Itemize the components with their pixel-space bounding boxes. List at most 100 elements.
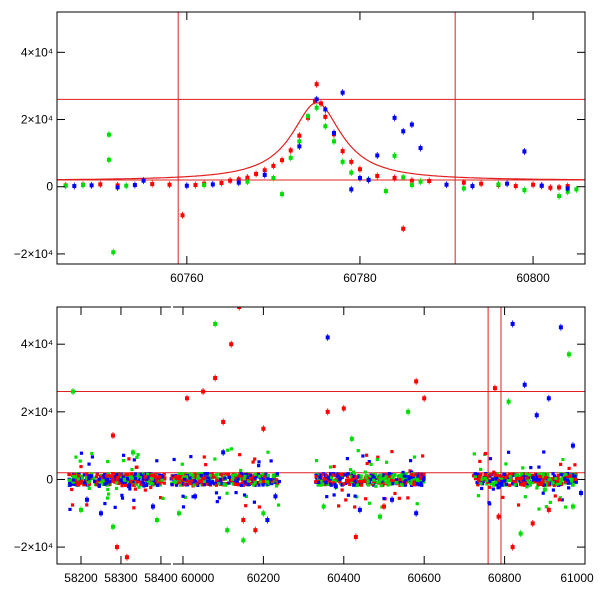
cluster-point — [269, 478, 273, 482]
cluster-point — [543, 476, 548, 480]
cluster-point — [138, 472, 143, 476]
cluster-point — [67, 478, 71, 482]
cluster-point — [203, 476, 207, 480]
cluster-point — [535, 477, 539, 481]
cluster-point — [150, 477, 154, 481]
data-point — [265, 518, 270, 523]
cluster-point — [382, 474, 386, 479]
cluster-point — [381, 477, 385, 481]
data-point — [522, 382, 527, 387]
cluster-point — [400, 481, 404, 485]
cluster-point — [202, 483, 206, 487]
cluster-point — [516, 503, 521, 507]
cluster-point — [374, 484, 378, 488]
cluster-point — [483, 451, 488, 456]
data-point — [461, 186, 466, 191]
cluster-point — [355, 483, 360, 487]
cluster-point — [332, 493, 336, 497]
data-point — [539, 183, 544, 188]
cluster-point — [73, 473, 77, 477]
cluster-point — [127, 480, 131, 484]
cluster-point — [222, 474, 226, 478]
cluster-point — [369, 462, 373, 466]
cluster-point — [181, 476, 185, 480]
cluster-point — [375, 480, 379, 484]
cluster-point — [473, 472, 478, 476]
cluster-point — [321, 483, 325, 487]
data-point — [381, 504, 386, 509]
cluster-point — [404, 472, 408, 476]
cluster-point — [314, 475, 318, 479]
data-point — [210, 182, 215, 187]
cluster-point — [497, 485, 501, 489]
cluster-point — [491, 487, 495, 491]
data-point — [406, 409, 411, 414]
data-point — [375, 153, 380, 158]
cluster-point — [242, 493, 247, 497]
data-point — [570, 443, 575, 448]
cluster-point — [347, 480, 351, 485]
cluster-point — [350, 478, 354, 482]
cluster-point — [562, 474, 566, 478]
cluster-point — [136, 453, 140, 457]
cluster-point — [517, 479, 521, 483]
cluster-point — [248, 473, 253, 477]
cluster-point — [73, 482, 77, 487]
data-point — [392, 153, 397, 158]
data-point — [574, 187, 579, 192]
cluster-point — [494, 480, 498, 484]
cluster-point — [241, 475, 245, 479]
cluster-point — [162, 481, 166, 485]
cluster-point — [175, 483, 179, 487]
cluster-point — [405, 475, 409, 479]
data-point — [254, 171, 259, 176]
series-1 — [63, 104, 579, 256]
cluster-point — [133, 487, 137, 491]
cluster-point — [324, 477, 328, 481]
data-point — [566, 352, 571, 357]
cluster-point — [229, 447, 233, 451]
y-tick-label: 4×10⁴ — [21, 337, 53, 351]
cluster-point — [108, 476, 113, 480]
cluster-point — [145, 477, 149, 481]
cluster-point — [402, 483, 406, 487]
cluster-point — [87, 474, 91, 478]
cluster-point — [366, 482, 370, 487]
cluster-point — [544, 482, 548, 486]
cluster-point — [419, 481, 423, 485]
cluster-point — [553, 483, 557, 487]
cluster-point — [192, 479, 197, 483]
cluster-point — [559, 477, 563, 481]
y-tick-label: 0 — [46, 180, 53, 194]
cluster-point — [402, 480, 407, 484]
cluster-point — [564, 472, 568, 476]
x-tick-label: 60800 — [516, 271, 550, 285]
cluster-point — [390, 478, 394, 482]
cluster-point — [177, 472, 181, 476]
data-point — [262, 168, 267, 173]
cluster-point — [559, 462, 563, 466]
cluster-point — [511, 472, 515, 476]
data-point — [288, 148, 293, 153]
cluster-point — [130, 472, 134, 476]
cluster-point — [388, 475, 392, 479]
data-point — [193, 494, 198, 499]
cluster-point — [354, 475, 358, 479]
cluster-point — [328, 472, 333, 476]
cluster-point — [137, 477, 141, 481]
data-point — [392, 175, 397, 180]
cluster-point — [243, 480, 247, 484]
cluster-point — [206, 479, 210, 483]
data-point — [496, 514, 501, 519]
cluster-point — [503, 479, 507, 483]
cluster-point — [562, 477, 567, 481]
cluster-point — [421, 454, 425, 458]
cluster-point — [488, 502, 492, 506]
data-point — [323, 114, 328, 119]
cluster-point — [508, 474, 512, 479]
cluster-point — [541, 478, 545, 482]
cluster-point — [348, 482, 352, 487]
cluster-point — [274, 478, 279, 482]
cluster-point — [85, 503, 89, 507]
